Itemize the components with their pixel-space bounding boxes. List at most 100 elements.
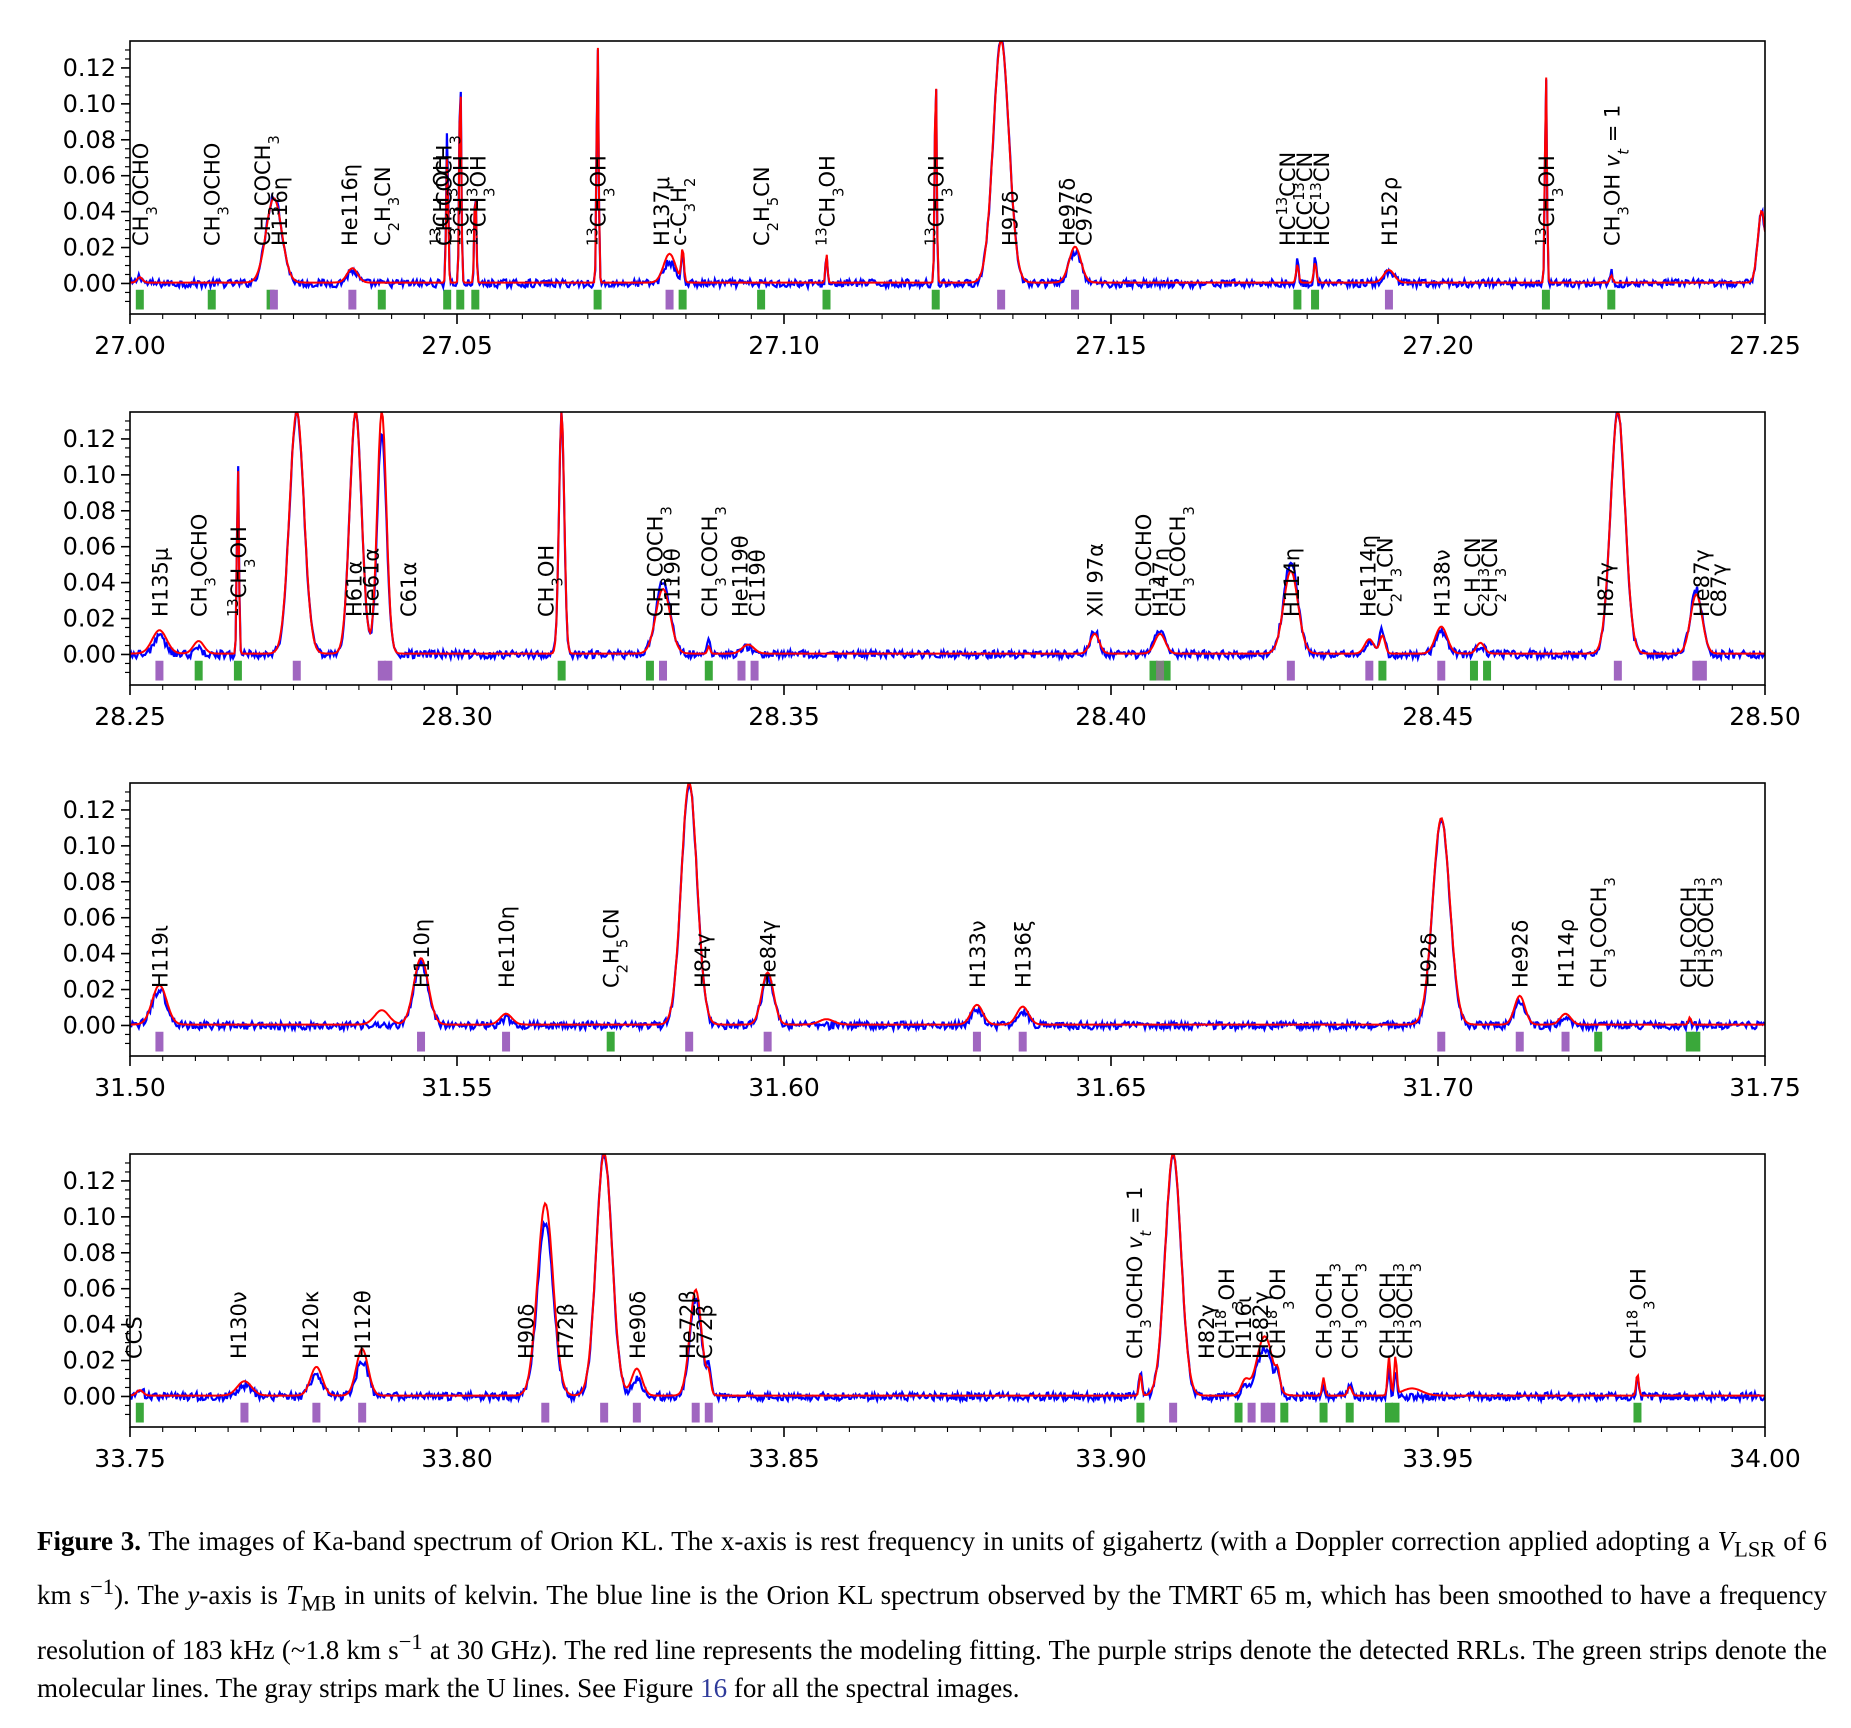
line-annotation-label: C87γ [1707,563,1731,617]
molecular-line-strip [1469,660,1478,681]
x-tick-label: 27.15 [1075,331,1147,360]
line-annotation-label: H90δ [515,1304,539,1359]
y-tick-label: 0.12 [63,1167,116,1195]
observed-spectrum-line [130,783,1765,1034]
line-annotation-label: C2H3CN [371,166,403,246]
line-annotation-label: CH3COCH3 [1694,877,1726,988]
molecular-line-strip [1319,1402,1328,1423]
molecular-line-strip [1685,1031,1694,1052]
caption-label: Figure 3. [37,1526,142,1556]
line-annotation-label: 13CH3OH [464,155,498,246]
y-tick-label: 0.10 [63,461,116,489]
x-tick-label: 28.45 [1402,702,1474,731]
line-annotation-label: He116η [338,164,362,246]
rrl-strip [1613,660,1622,681]
line-annotation-label: CH3OCHO [188,514,220,617]
rrl-strip [1698,660,1707,681]
y-tick-label: 0.12 [63,425,116,453]
x-tick-label: 28.50 [1729,702,1801,731]
rrl-strip [1169,1402,1178,1423]
y-tick-label: 0.00 [63,1011,116,1039]
x-tick-label: 27.05 [421,331,493,360]
line-annotation-label: C2H3CN [1373,537,1405,617]
line-annotation-label: He72β [676,1290,700,1359]
rrl-strip [972,1031,981,1052]
y-tick-label: 0.02 [63,1347,116,1375]
rrl-strip [312,1402,321,1423]
rrl-strip [659,660,668,681]
rrl-strip [417,1031,426,1052]
molecular-line-strip [443,289,452,310]
molecular-line-strip [456,289,465,310]
y-tick-label: 0.10 [63,90,116,118]
y-tick-label: 0.06 [63,1275,116,1303]
figure-caption: Figure 3. The images of Ka-band spectrum… [37,1522,1827,1707]
molecular-line-strip [1633,1402,1642,1423]
x-tick-label: 31.65 [1075,1073,1147,1102]
rrl-strip [750,660,759,681]
line-annotation-label: H114η [1280,548,1304,617]
y-tick-label: 0.06 [63,533,116,561]
y-tick-label: 0.08 [63,497,116,525]
molecular-line-strip [1692,1031,1701,1052]
molecular-line-strip [207,289,216,310]
molecular-line-strip [1391,1402,1400,1423]
rrl-strip [997,289,1006,310]
rrl-strip [632,1402,641,1423]
molecular-line-strip [606,1031,615,1052]
line-annotation-label: C2H5CN [600,908,632,988]
line-annotation-label: H119ι [148,925,172,988]
line-annotation-label: He87γ [1690,549,1714,617]
spectrum-figure: 0.00 0.02 0.04 0.06 0.08 0.10 0.12 27.00 27.05 27… [63,40,1801,1473]
rrl-strip [1437,660,1446,681]
line-annotation-label: 13CH3OH [1532,155,1566,246]
line-annotation-label: H97δ [999,191,1023,246]
line-annotation-label: XII 97α [1084,543,1108,617]
line-annotation-label: He82γ [1249,1291,1273,1359]
line-annotation-label: CH3OCH3 [1393,1263,1425,1359]
x-tick-label: 33.85 [748,1444,820,1473]
y-tick-label: 0.00 [63,269,116,297]
spectrum-panel-1: 0.00 0.02 0.04 0.06 0.08 0.10 0.12 27.00 27.05 27… [63,40,1801,360]
line-annotation-label: H84γ [691,933,715,988]
line-annotation-label: 13CH3OH [224,526,258,617]
molecular-line-strip [377,289,386,310]
model-fit-line [130,412,1765,655]
rrl-strip [691,1402,700,1423]
line-annotation-label: CH3OCHO [129,143,161,246]
x-tick-label: 28.25 [94,702,166,731]
rrl-strip [1286,660,1295,681]
spectrum-panel-3: 0.00 0.02 0.04 0.06 0.08 0.10 0.12 31.50 31.55 31… [63,782,1801,1102]
x-tick-label: 31.70 [1402,1073,1474,1102]
molecular-line-strip [704,660,713,681]
line-annotation-label: C97δ [1073,192,1097,246]
rrl-strip [665,289,674,310]
observed-spectrum-line [130,1154,1765,1405]
spectrum-panel-2: 0.00 0.02 0.04 0.06 0.08 0.10 0.12 28.25 28.30 28… [63,411,1801,731]
molecular-line-strip [1541,289,1550,310]
rrl-strip [1365,660,1374,681]
line-annotation-label: C119θ [746,549,770,617]
molecular-line-strip [1483,660,1492,681]
line-annotation-label: He110η [495,906,519,988]
molecular-line-strip [822,289,831,310]
y-tick-label: 0.10 [63,1203,116,1231]
rrl-strip [240,1402,249,1423]
line-annotation-label: H119θ [661,548,685,617]
x-tick-label: 27.00 [94,331,166,360]
y-tick-label: 0.04 [63,198,116,226]
rrl-strip [685,1031,694,1052]
observed-spectrum-line [130,412,1765,663]
line-annotation-label: H152ρ [1378,177,1402,246]
rrl-strip [1384,289,1393,310]
line-annotation-label: He61α [360,548,384,617]
molecular-line-strip [1378,660,1387,681]
molecular-line-strip [1311,289,1320,310]
y-tick-label: 0.12 [63,796,116,824]
x-tick-label: 27.10 [748,331,820,360]
line-annotation-label: He114η [1356,535,1380,617]
molecular-line-strip [593,289,602,310]
line-annotation-label: CH3COCH3 [1587,877,1619,988]
line-annotation-label: C2H5CN [750,166,782,246]
rrl-strip [1247,1402,1256,1423]
